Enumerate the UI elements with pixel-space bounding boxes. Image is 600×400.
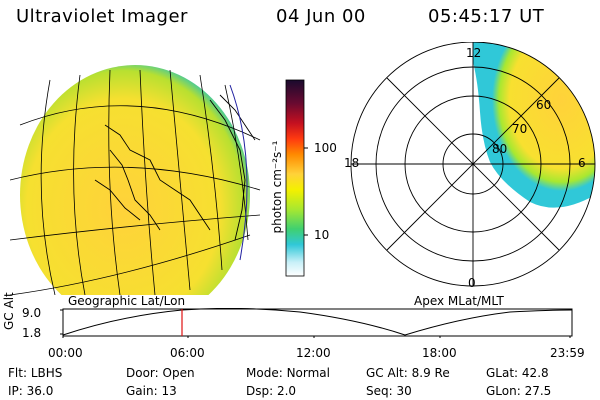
polar-grid (350, 42, 596, 287)
door-value: Open (162, 366, 195, 380)
altitude-ytick-9: 9.0 (22, 306, 42, 320)
mlt-label-18: 18 (344, 156, 360, 170)
time-tick-0600: 06:00 (170, 346, 205, 360)
colorbar-tick-100: 100 (314, 141, 337, 155)
colorbar-unit-label: photon cm⁻²s⁻¹ (270, 140, 284, 234)
altitude-ylabel: GC Alt (2, 292, 16, 330)
gain-value: 13 (161, 384, 177, 398)
header-date: 04 Jun 00 (276, 6, 366, 27)
dsp-value: 2.0 (276, 384, 297, 398)
time-tick-1800: 18:00 (422, 346, 457, 360)
mode-value: Normal (286, 366, 330, 380)
time-tick-1200: 12:00 (296, 346, 331, 360)
header-time: 05:45:17 UT (428, 6, 545, 27)
altitude-ytick-1.8: 1.8 (22, 326, 42, 340)
time-tick-0000: 00:00 (48, 346, 83, 360)
mlat-label-60: 60 (536, 98, 552, 112)
ip-value: 36.0 (26, 384, 54, 398)
info-door: Door: Open (126, 366, 195, 380)
flt-value: LBHS (30, 366, 63, 380)
info-gcalt: GC Alt: 8.9 Re (366, 366, 450, 380)
left-map-caption: Geographic Lat/Lon (68, 294, 186, 308)
altitude-plot (60, 308, 573, 338)
info-gain: Gain: 13 (126, 384, 177, 398)
mlt-label-0: 0 (468, 276, 476, 290)
info-dsp: Dsp: 2.0 (246, 384, 297, 398)
color-bar (285, 79, 308, 277)
glat-value: 42.8 (521, 366, 549, 380)
info-flt: Flt: LBHS (8, 366, 63, 380)
geographic-map (10, 65, 261, 295)
right-map-caption: Apex MLat/MLT (414, 294, 504, 308)
graticule (10, 69, 261, 295)
mlat-label-70: 70 (512, 122, 528, 136)
app-title: Ultraviolet Imager (16, 6, 188, 27)
altitude-curve (62, 308, 573, 336)
time-tick-2359: 23:59 (550, 346, 585, 360)
info-ip: IP: 36.0 (8, 384, 54, 398)
info-mode: Mode: Normal (246, 366, 330, 380)
info-glat: GLat: 42.8 (486, 366, 549, 380)
gcalt-value: 8.9 Re (411, 366, 450, 380)
limb-line (229, 84, 248, 261)
mlt-label-12: 12 (466, 46, 482, 60)
polar-plot (350, 42, 596, 287)
colorbar-tick-10: 10 (314, 228, 330, 242)
coastline (94, 94, 256, 241)
mlat-label-80: 80 (492, 142, 508, 156)
seq-value: 30 (396, 384, 412, 398)
earth-disk (20, 65, 250, 295)
info-glon: GLon: 27.5 (486, 384, 552, 398)
info-seq: Seq: 30 (366, 384, 412, 398)
glon-value: 27.5 (524, 384, 552, 398)
mlt-label-6: 6 (578, 156, 586, 170)
